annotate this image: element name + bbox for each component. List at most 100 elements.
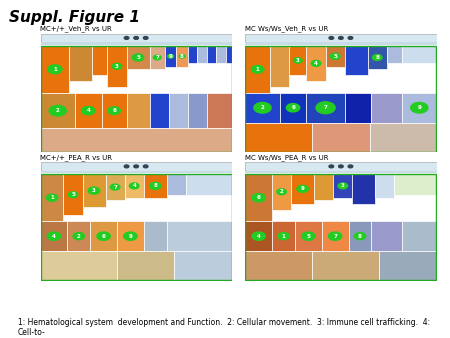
Circle shape xyxy=(329,37,333,39)
Text: 6: 6 xyxy=(256,195,261,200)
FancyBboxPatch shape xyxy=(144,221,167,251)
FancyBboxPatch shape xyxy=(375,174,394,198)
FancyBboxPatch shape xyxy=(306,93,345,123)
Circle shape xyxy=(48,65,62,74)
FancyBboxPatch shape xyxy=(333,174,352,198)
Circle shape xyxy=(168,54,173,58)
Circle shape xyxy=(293,58,302,63)
Circle shape xyxy=(49,105,66,116)
FancyBboxPatch shape xyxy=(345,46,368,75)
FancyBboxPatch shape xyxy=(40,170,232,173)
Circle shape xyxy=(252,194,266,202)
FancyBboxPatch shape xyxy=(83,174,105,207)
Circle shape xyxy=(46,194,58,201)
FancyBboxPatch shape xyxy=(245,162,436,170)
Circle shape xyxy=(73,233,85,240)
FancyBboxPatch shape xyxy=(197,46,207,64)
Circle shape xyxy=(68,192,78,198)
Text: 1: 1 xyxy=(50,195,54,200)
Circle shape xyxy=(97,232,110,240)
FancyBboxPatch shape xyxy=(245,42,436,45)
Text: 9: 9 xyxy=(128,234,132,239)
Circle shape xyxy=(112,64,122,69)
FancyBboxPatch shape xyxy=(379,251,436,281)
FancyBboxPatch shape xyxy=(348,221,372,251)
Text: 2: 2 xyxy=(280,189,284,194)
FancyBboxPatch shape xyxy=(369,123,436,152)
FancyBboxPatch shape xyxy=(188,46,198,64)
FancyBboxPatch shape xyxy=(314,174,333,200)
FancyBboxPatch shape xyxy=(306,46,325,81)
Text: 5: 5 xyxy=(136,55,140,60)
Text: 3: 3 xyxy=(115,64,119,69)
FancyBboxPatch shape xyxy=(312,123,369,152)
FancyBboxPatch shape xyxy=(291,174,314,203)
FancyBboxPatch shape xyxy=(144,174,167,198)
Circle shape xyxy=(110,184,120,190)
Circle shape xyxy=(47,232,61,240)
Text: 2: 2 xyxy=(261,105,264,110)
FancyBboxPatch shape xyxy=(245,123,312,152)
FancyBboxPatch shape xyxy=(279,93,306,123)
Text: 7: 7 xyxy=(113,185,117,190)
FancyBboxPatch shape xyxy=(40,162,232,170)
Circle shape xyxy=(124,232,137,240)
Text: 7: 7 xyxy=(333,234,337,239)
FancyBboxPatch shape xyxy=(165,46,176,67)
FancyBboxPatch shape xyxy=(402,221,436,251)
FancyBboxPatch shape xyxy=(312,251,379,281)
FancyBboxPatch shape xyxy=(117,251,175,281)
Circle shape xyxy=(149,183,161,189)
FancyBboxPatch shape xyxy=(126,46,149,69)
Text: Suppl. Figure 1: Suppl. Figure 1 xyxy=(9,10,140,25)
Circle shape xyxy=(329,165,333,168)
FancyBboxPatch shape xyxy=(63,174,83,216)
FancyBboxPatch shape xyxy=(272,174,291,210)
FancyBboxPatch shape xyxy=(270,46,289,87)
FancyBboxPatch shape xyxy=(92,46,108,75)
Text: 3: 3 xyxy=(296,58,300,63)
FancyBboxPatch shape xyxy=(345,93,372,123)
FancyBboxPatch shape xyxy=(322,221,348,251)
FancyBboxPatch shape xyxy=(186,174,232,195)
FancyBboxPatch shape xyxy=(188,93,207,128)
FancyBboxPatch shape xyxy=(372,221,402,251)
FancyBboxPatch shape xyxy=(387,46,402,64)
FancyBboxPatch shape xyxy=(40,42,232,45)
Circle shape xyxy=(354,233,366,240)
Text: 2: 2 xyxy=(77,234,81,239)
FancyBboxPatch shape xyxy=(207,93,232,128)
FancyBboxPatch shape xyxy=(167,221,232,251)
Text: 1: 1 xyxy=(282,234,285,239)
Text: 4: 4 xyxy=(256,234,261,239)
Circle shape xyxy=(411,102,428,113)
Text: MC Ws/Ws_Veh_R vs UR: MC Ws/Ws_Veh_R vs UR xyxy=(245,25,328,32)
Text: 1: 1 xyxy=(53,67,57,72)
FancyBboxPatch shape xyxy=(394,174,436,195)
Text: 4: 4 xyxy=(52,234,56,239)
Circle shape xyxy=(153,55,161,60)
Text: 6: 6 xyxy=(112,108,116,113)
Circle shape xyxy=(302,232,315,240)
Text: 8: 8 xyxy=(358,234,362,239)
FancyBboxPatch shape xyxy=(175,251,232,281)
Text: 1: 1 xyxy=(256,67,260,72)
Circle shape xyxy=(134,37,139,39)
Text: 2: 2 xyxy=(56,108,59,113)
Circle shape xyxy=(311,61,321,66)
Circle shape xyxy=(348,165,353,168)
Circle shape xyxy=(278,233,289,240)
Circle shape xyxy=(254,102,271,113)
FancyBboxPatch shape xyxy=(372,93,402,123)
FancyBboxPatch shape xyxy=(169,93,188,128)
Circle shape xyxy=(108,107,120,115)
FancyBboxPatch shape xyxy=(176,46,188,67)
FancyBboxPatch shape xyxy=(105,174,125,200)
Text: 6: 6 xyxy=(291,105,295,110)
FancyBboxPatch shape xyxy=(245,46,270,93)
Circle shape xyxy=(328,232,342,240)
Text: MC+/+_Veh_R vs UR: MC+/+_Veh_R vs UR xyxy=(40,25,112,32)
FancyBboxPatch shape xyxy=(108,46,126,87)
Circle shape xyxy=(81,106,95,115)
Circle shape xyxy=(124,165,129,168)
